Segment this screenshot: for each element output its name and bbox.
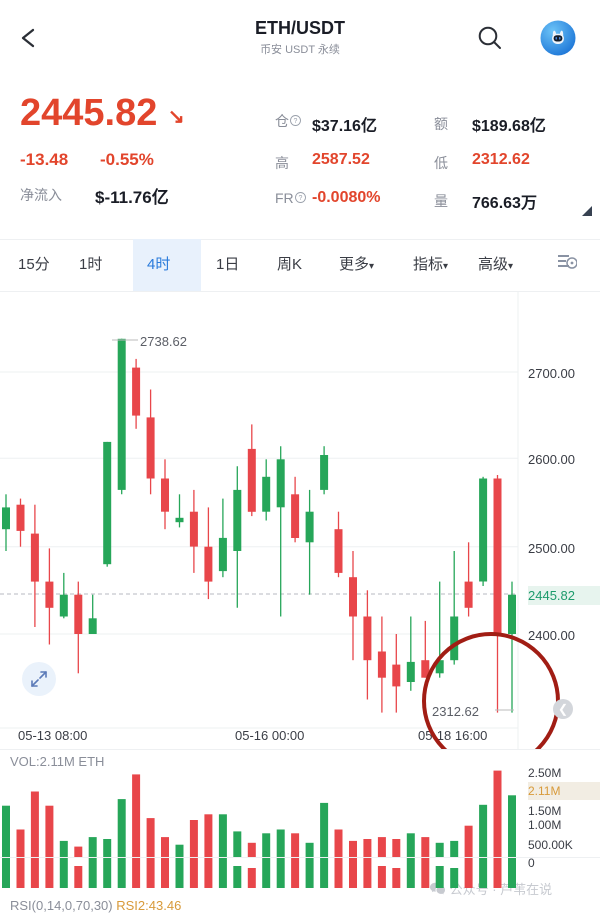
svg-text:?: ? <box>298 195 302 202</box>
svg-text:?: ? <box>294 118 298 125</box>
